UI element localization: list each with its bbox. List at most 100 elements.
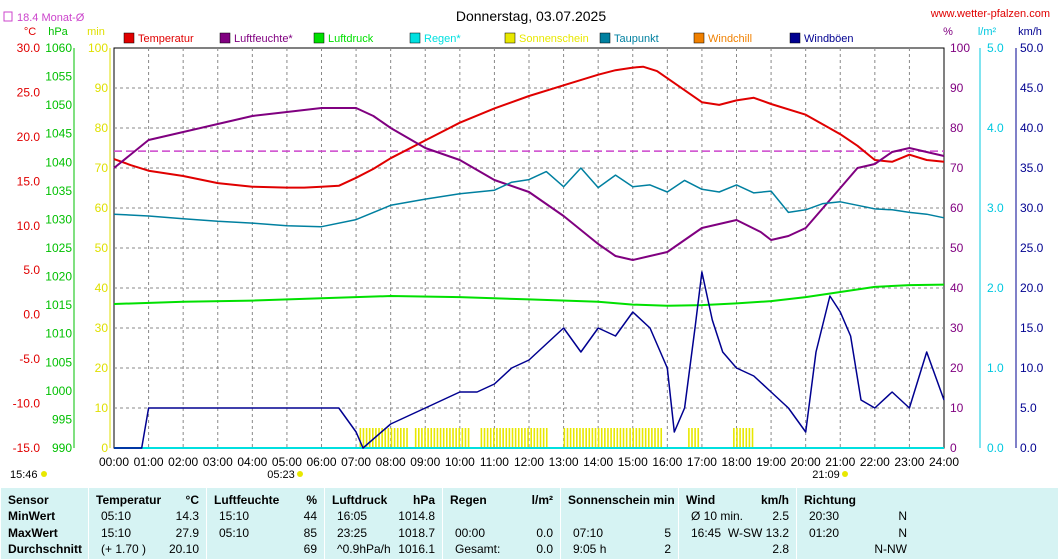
sunshine-bar (505, 428, 508, 448)
axis-tick-label: 1035 (45, 184, 72, 198)
sunshine-bar (545, 428, 548, 448)
axis-tick-label: 30.0 (1020, 201, 1044, 215)
axis-tick-label: 40 (95, 281, 109, 295)
axis-unit-label: hPa (48, 26, 68, 38)
sunshine-bar (461, 428, 464, 448)
sunshine-bar (384, 428, 387, 448)
stats-cell-time: Ø 10 min. (691, 509, 744, 523)
stats-cell-time: Gesamt: (455, 542, 501, 556)
x-tick-label: 00:00 (99, 455, 129, 469)
stats-header: Wind km/h (679, 492, 797, 508)
stats-cell-time: 15:10 (101, 526, 132, 540)
stats-cell-value: 1014.8 (398, 509, 435, 523)
axis-tick-label: 20.0 (1020, 281, 1044, 295)
axis-tick-label: 0 (950, 441, 957, 455)
sunshine-bar (508, 428, 511, 448)
stats-cell-time: 00:00 (455, 526, 486, 540)
stats-header-label: Luftdruck (332, 493, 388, 507)
series-line-gust (114, 271, 945, 449)
sunrise-icon (297, 471, 303, 477)
legend-label-gust: Windböen (804, 33, 854, 45)
sunshine-bar (582, 428, 584, 448)
sunshine-bar (464, 428, 467, 448)
legend-swatch-temperature (123, 32, 135, 44)
x-tick-label: 04:00 (237, 455, 267, 469)
sunshine-bar (396, 428, 399, 448)
axis-tick-label: 1015 (45, 298, 72, 312)
stats-header: Sensor (1, 492, 89, 508)
sunshine-bar (625, 428, 628, 448)
sunshine-bar (430, 428, 433, 448)
axis-unit-label: l/m² (978, 26, 997, 38)
sunshine-bar (427, 428, 429, 448)
stats-header-label: Regen (450, 493, 487, 507)
sunshine-bar (406, 428, 408, 448)
stats-row: 69 (207, 541, 325, 557)
stats-cell-time: ^0.9hPa/h (337, 542, 391, 556)
sunshine-bar (400, 428, 402, 448)
site-link[interactable]: www.wetter-pfalzen.com (930, 8, 1050, 20)
x-tick-label: 07:00 (341, 455, 371, 469)
stats-cell-value: N (898, 526, 907, 540)
sunshine-bar (638, 428, 641, 448)
stats-row: MinWert (1, 508, 89, 524)
sunshine-bar (607, 428, 609, 448)
grid (113, 47, 945, 449)
sunshine-bar (697, 428, 700, 448)
chart-title: Donnerstag, 03.07.2025 (456, 8, 606, 24)
stats-row: 16:45 W-SW 13.2 (679, 525, 797, 541)
sunshine-bar (511, 428, 514, 448)
x-tick-label: 03:00 (203, 455, 233, 469)
axis-tick-label: 990 (52, 441, 72, 455)
sunshine-bar (651, 428, 653, 448)
axis-tick-label: 20 (950, 361, 964, 375)
monthly-avg-label: 18.4 Monat-Ø (17, 12, 85, 24)
sunshine-bar (576, 428, 578, 448)
stats-cell-time: 23:25 (337, 526, 368, 540)
legend-swatch-humidity (219, 32, 231, 44)
stats-row: 23:25 1018.7 (325, 525, 443, 541)
stats-column: Wind km/h Ø 10 min. 2.5 16:45 W-SW 13.2 2.8 (678, 488, 797, 559)
x-tick-label: 10:00 (445, 455, 475, 469)
sunshine-bar (436, 428, 439, 448)
stats-row: N-NW (797, 541, 915, 557)
axis-tick-label: 35.0 (1020, 161, 1044, 175)
stats-cell-time: 07:10 (573, 526, 604, 540)
sunshine-bar (489, 428, 492, 448)
axis-tick-label: 3.0 (987, 201, 1004, 215)
sunshine-bar (496, 428, 498, 448)
axis-tick-label: 30 (950, 321, 964, 335)
sunshine-bar (657, 428, 659, 448)
x-tick-label: 01:00 (134, 455, 164, 469)
sunshine-bar (539, 428, 542, 448)
stats-cell-value: N-NW (874, 542, 907, 556)
axis-tick-label: 5.0 (23, 263, 40, 277)
sunshine-bar (417, 428, 420, 448)
x-tick-label: 17:00 (687, 455, 717, 469)
x-tick-label: 14:00 (583, 455, 613, 469)
sunshine-bar (414, 428, 417, 448)
sunshine-bar (375, 428, 377, 448)
stats-header-label: Temperatur (96, 493, 162, 507)
stats-row: 07:10 5 (561, 525, 679, 541)
stats-header-unit: % (306, 493, 317, 507)
axis-tick-label: 80 (95, 121, 109, 135)
sunshine-bar (610, 428, 612, 448)
legend-label-temperature: Temperatur (138, 33, 194, 45)
axis-unit-label: % (943, 26, 953, 38)
axis-tick-label: 1.0 (987, 361, 1004, 375)
sunshine-bar (588, 428, 591, 448)
axis-tick-label: 1000 (45, 384, 72, 398)
sunshine-bar (439, 428, 442, 448)
legend-swatch-rain (409, 32, 421, 44)
sunshine-bar (368, 428, 371, 448)
legend-label-humidity: Luftfeuchte* (234, 33, 293, 45)
stats-column: Sensor MinWert MaxWert Durchschnitt (0, 488, 89, 559)
stats-cell-value: 20.10 (168, 542, 199, 556)
sunshine-bar (566, 428, 569, 448)
sunshine-bar (604, 428, 606, 448)
stats-cell-time: (+ 1.70 ) (101, 542, 147, 556)
legend: Temperatur Luftfeuchte* Luftdruck Regen* Son… (123, 32, 854, 45)
stats-row-label: Durchschnitt (8, 542, 83, 556)
axis-tick-label: -5.0 (19, 352, 40, 366)
